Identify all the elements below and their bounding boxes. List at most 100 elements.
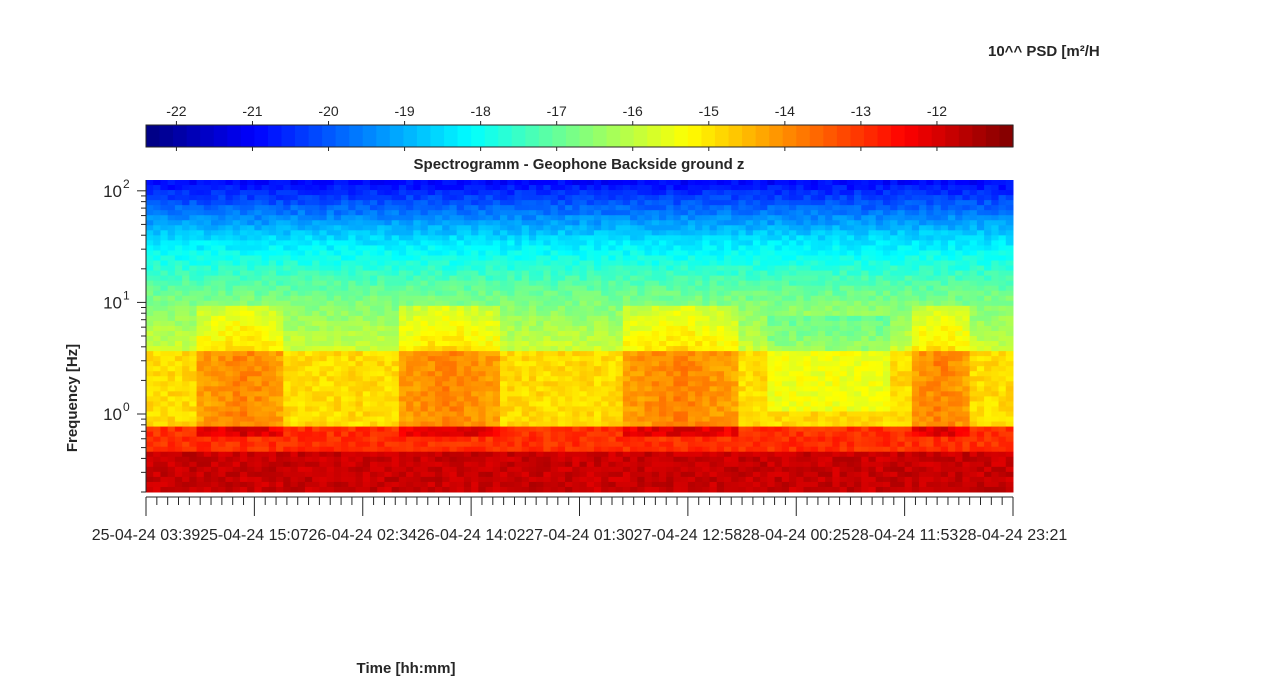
spectrogram-cell [442, 326, 450, 332]
spectrogram-cell [1006, 326, 1014, 332]
spectrogram-cell [341, 266, 349, 272]
spectrogram-cell [637, 271, 645, 277]
spectrogram-cell [486, 291, 494, 297]
spectrogram-cell [189, 255, 197, 261]
spectrogram-cell [580, 316, 588, 322]
spectrogram-cell [478, 341, 486, 347]
spectrogram-cell [197, 291, 205, 297]
spectrogram-cell [442, 306, 450, 312]
spectrogram-cell [688, 200, 696, 206]
spectrogram-cell [182, 311, 190, 317]
spectrogram-cell [1006, 376, 1014, 382]
spectrogram-cell [724, 180, 732, 186]
spectrogram-cell [869, 316, 877, 322]
spectrogram-cell [298, 250, 306, 256]
spectrogram-cell [449, 195, 457, 201]
spectrogram-cell [702, 306, 710, 312]
spectrogram-cell [435, 271, 443, 277]
spectrogram-cell [413, 296, 421, 302]
spectrogram-cell [977, 271, 985, 277]
spectrogram-cell [471, 185, 479, 191]
spectrogram-cell [572, 266, 580, 272]
spectrogram-cell [160, 371, 168, 377]
spectrogram-cell [334, 366, 342, 372]
spectrogram-cell [189, 266, 197, 272]
spectrogram-cell [616, 356, 624, 362]
spectrogram-cell [356, 326, 364, 332]
spectrogram-cell [919, 261, 927, 267]
spectrogram-cell [861, 240, 869, 246]
spectrogram-cell [775, 306, 783, 312]
spectrogram-cell [775, 281, 783, 287]
spectrogram-cell [789, 180, 797, 186]
spectrogram-cell [695, 361, 703, 367]
spectrogram-cell [442, 230, 450, 236]
spectrogram-cell [912, 195, 920, 201]
spectrogram-cell [847, 215, 855, 221]
spectrogram-cell [630, 210, 638, 216]
spectrogram-cell [818, 346, 826, 352]
spectrogram-cell [818, 306, 826, 312]
spectrogram-cell [197, 220, 205, 226]
spectrogram-cell [818, 296, 826, 302]
spectrogram-cell [384, 230, 392, 236]
spectrogram-cell [457, 301, 465, 307]
spectrogram-cell [543, 291, 551, 297]
spectrogram-cell [753, 190, 761, 196]
spectrogram-cell [717, 341, 725, 347]
spectrogram-cell [276, 301, 284, 307]
spectrogram-cell [746, 266, 754, 272]
spectrogram-cell [659, 356, 667, 362]
spectrogram-cell [637, 296, 645, 302]
spectrogram-cell [486, 301, 494, 307]
spectrogram-cell [883, 341, 891, 347]
spectrogram-cell [941, 376, 949, 382]
spectrogram-cell [883, 190, 891, 196]
spectrogram-cell [702, 361, 710, 367]
spectrogram-cell [645, 361, 653, 367]
spectrogram-cell [645, 205, 653, 211]
spectrogram-cell [717, 331, 725, 337]
spectrogram-cell [760, 366, 768, 372]
spectrogram-cell [565, 185, 573, 191]
spectrogram-cell [153, 200, 161, 206]
spectrogram-cell [551, 336, 559, 342]
spectrogram-cell [760, 230, 768, 236]
spectrogram-cell [240, 271, 248, 277]
spectrogram-cell [493, 271, 501, 277]
spectrogram-cell [789, 185, 797, 191]
spectrogram-cell [811, 296, 819, 302]
spectrogram-cell [572, 356, 580, 362]
spectrogram-cell [334, 180, 342, 186]
spectrogram-cell [854, 261, 862, 267]
spectrogram-cell [587, 316, 595, 322]
spectrogram-cell [775, 381, 783, 387]
spectrogram-cell [948, 276, 956, 282]
spectrogram-cell [818, 341, 826, 347]
spectrogram-cell [767, 336, 775, 342]
spectrogram-cell [948, 336, 956, 342]
spectrogram-cell [731, 341, 739, 347]
spectrogram-cell [225, 200, 233, 206]
spectrogram-cell [529, 341, 537, 347]
spectrogram-cell [811, 376, 819, 382]
spectrogram-cell [681, 331, 689, 337]
spectrogram-cell [428, 376, 436, 382]
spectrogram-cell [941, 316, 949, 322]
spectrogram-cell [587, 271, 595, 277]
spectrogram-cell [327, 336, 335, 342]
spectrogram-cell [189, 261, 197, 267]
spectrogram-cell [695, 225, 703, 231]
spectrogram-cell [471, 210, 479, 216]
spectrogram-cell [254, 281, 262, 287]
spectrogram-cell [370, 291, 378, 297]
spectrogram-cell [601, 190, 609, 196]
spectrogram-cell [348, 190, 356, 196]
spectrogram-cell [478, 261, 486, 267]
spectrogram-cell [522, 361, 530, 367]
spectrogram-cell [580, 245, 588, 251]
spectrogram-cell [551, 245, 559, 251]
spectrogram-cell [869, 245, 877, 251]
spectrogram-cell [811, 321, 819, 327]
colorbar-segment [729, 125, 743, 147]
